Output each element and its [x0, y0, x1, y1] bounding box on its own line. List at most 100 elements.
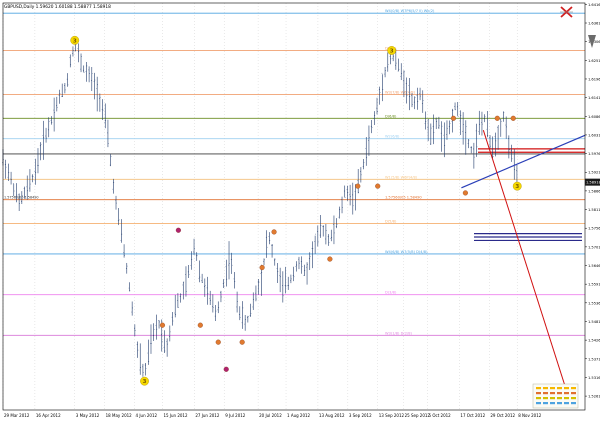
x-tick-label: 4 Jun 2012 [136, 413, 158, 418]
pivot-dot [223, 366, 229, 372]
wave-count-marker [512, 181, 522, 191]
legend-swatch [557, 392, 562, 395]
pivot-dot [462, 190, 468, 196]
y-tick-label: 1.57560 [588, 227, 600, 231]
pivot-dot [375, 183, 381, 189]
legend-swatch [536, 402, 541, 405]
y-tick-label: 1.54260 [588, 339, 600, 343]
x-tick-label: 3 Sep 2012 [349, 413, 372, 418]
legend-swatch [550, 392, 555, 395]
y-tick-label: 1.55360 [588, 301, 600, 305]
pivot-dot [175, 227, 181, 233]
x-tick-label: 27 Jun 2012 [195, 413, 220, 418]
legend-swatch [536, 397, 541, 400]
current-price-box [585, 178, 600, 186]
legend-swatch [564, 387, 569, 390]
pivot-dot [494, 115, 500, 121]
legend-swatch [557, 402, 562, 405]
y-tick-label: 1.59210 [588, 171, 600, 175]
trendline-red[interactable] [482, 130, 572, 406]
wave-count-marker [387, 46, 397, 55]
y-tick-label: 1.61960 [588, 77, 600, 81]
pivot-dot [239, 339, 245, 345]
x-tick-label: 15 Jun 2012 [163, 413, 188, 418]
left-level-label: 1.57560/05 1.58490 [4, 196, 39, 200]
wave-count-marker [70, 35, 80, 45]
x-tick-label: 29 Mar 2012 [4, 413, 30, 418]
pivot-dot [271, 229, 277, 235]
pivot-dot [259, 264, 265, 271]
level-label: D(3/8) [385, 291, 397, 295]
legend-swatch [550, 387, 555, 390]
y-tick-label: 1.54810 [588, 320, 600, 324]
x-tick-label: 13 Sep 2012 [379, 413, 405, 418]
level-label: W4(0/8) W7P6(5/7 ll) Wk(2) [385, 9, 435, 13]
x-tick-label: 29 Oct 2012 [490, 413, 515, 418]
x-tick-label: 25 Sep 2012 [405, 413, 431, 418]
legend-swatch [536, 392, 541, 395]
level-label: W2(6/8) [385, 135, 400, 139]
x-tick-label: 13 Aug 2012 [319, 413, 345, 418]
legend-swatch [571, 392, 576, 395]
current-price-label: 1.58918 [586, 180, 600, 184]
y-tick-label: 1.64160 [588, 3, 600, 7]
x-tick-label: 8 Nov 2012 [518, 413, 542, 418]
y-tick-label: 1.53160 [588, 376, 600, 380]
y-tick-label: 1.63610 [588, 22, 600, 26]
x-tick-label: 9 Jul 2012 [225, 413, 246, 418]
price-marker-icon [588, 35, 596, 48]
y-tick-label: 1.53710 [588, 357, 600, 361]
x-tick-label: 1 Aug 2012 [287, 413, 311, 418]
y-tick-label: 1.52610 [588, 395, 600, 399]
level-label: W4(6/8) W7(5/8) D(4/8) [385, 250, 428, 254]
wave-count-label: 3 [390, 48, 394, 54]
legend-swatch [543, 392, 548, 395]
trendline-blue[interactable] [461, 134, 586, 189]
level-label: W3(7/8) W6(4/8) [385, 91, 416, 95]
y-tick-label: 1.63060 [588, 40, 600, 44]
pivot-dot [355, 183, 361, 189]
y-tick-label: 1.62510 [588, 59, 600, 63]
x-tick-label: 16 Apr 2012 [36, 413, 61, 418]
y-tick-label: 1.57010 [588, 245, 600, 249]
level-label: 1.57560/05 1.58490 [385, 196, 422, 200]
wave-count-marker [140, 376, 149, 386]
pivot-dot [159, 322, 166, 328]
y-tick-label: 1.60860 [588, 115, 600, 119]
level-label: W3(1/8) D(2/8) [385, 331, 413, 335]
legend-swatch [564, 402, 569, 405]
legend-swatch [571, 402, 576, 405]
y-tick-label: 1.56460 [588, 264, 600, 268]
legend-swatch [571, 387, 576, 390]
legend-swatch [536, 387, 541, 390]
level-label: D(5/8) [385, 219, 397, 223]
pivot-dot [450, 115, 457, 121]
legend-swatch [550, 402, 555, 405]
y-tick-label: 1.58660 [588, 189, 600, 193]
pivot-dot [197, 322, 203, 328]
pivot-dot [327, 256, 333, 262]
close-icon[interactable] [560, 6, 573, 18]
x-tick-label: 5 Oct 2012 [429, 413, 452, 418]
wave-count-label: 3 [73, 38, 77, 44]
y-tick-label: 1.55910 [588, 283, 600, 287]
legend-swatch [564, 392, 569, 395]
legend-swatch [571, 397, 576, 400]
x-tick-label: 18 May 2012 [106, 413, 133, 418]
chart-title: GBPUSD,Daily 1.59620 1.60188 1.58877 1.5… [4, 4, 111, 10]
x-tick-label: 3 May 2012 [76, 413, 100, 418]
legend-swatch [543, 397, 548, 400]
pivot-dot [510, 115, 516, 121]
level-label: D(6/8) [385, 114, 397, 118]
wave-count-label: 3 [515, 184, 519, 190]
legend-swatch [543, 387, 548, 390]
wave-count-label: 3 [143, 379, 147, 385]
legend-swatch [564, 397, 569, 400]
x-tick-label: 17 Oct 2012 [460, 413, 485, 418]
x-tick-label: 20 Jul 2012 [259, 413, 282, 418]
legend-swatch [557, 387, 562, 390]
y-tick-label: 1.61410 [588, 96, 600, 100]
